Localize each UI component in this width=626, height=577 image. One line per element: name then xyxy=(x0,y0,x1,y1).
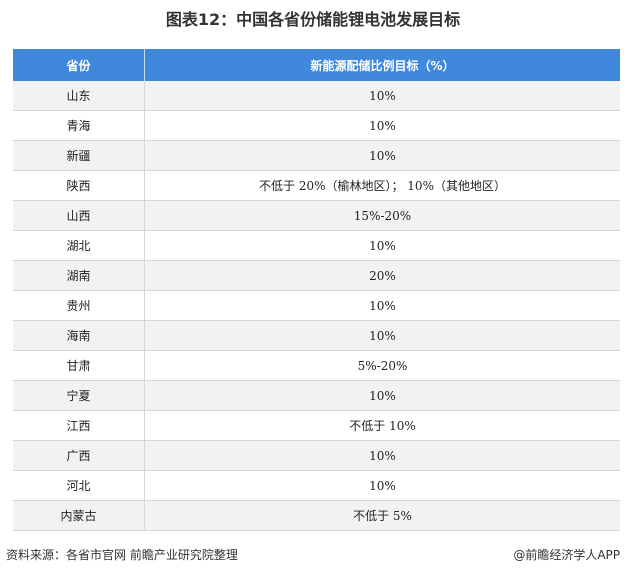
table-row: 内蒙古 不低于 5% xyxy=(13,500,620,531)
province-cell: 海南 xyxy=(13,320,145,351)
province-cell: 山东 xyxy=(13,81,145,111)
province-cell: 陕西 xyxy=(13,170,145,201)
target-cell: 10% xyxy=(144,81,620,111)
header-province: 省份 xyxy=(13,49,145,81)
target-cell: 不低于 20%（榆林地区）； 10%（其他地区） xyxy=(144,170,620,201)
province-cell: 贵州 xyxy=(13,290,145,321)
target-cell: 10% xyxy=(144,290,620,321)
table-row: 广西 10% xyxy=(13,440,620,471)
target-cell: 10% xyxy=(144,110,620,141)
target-cell: 10% xyxy=(144,380,620,411)
table-row: 青海 10% xyxy=(13,110,620,141)
source-note: 资料来源：各省市官网 前瞻产业研究院整理 xyxy=(6,548,238,562)
table-row: 海南 10% xyxy=(13,320,620,351)
table-row: 山东 10% xyxy=(13,81,620,111)
province-cell: 新疆 xyxy=(13,140,145,171)
target-cell: 10% xyxy=(144,470,620,501)
province-cell: 江西 xyxy=(13,410,145,441)
target-cell: 5%-20% xyxy=(144,350,620,381)
table-row: 宁夏 10% xyxy=(13,380,620,411)
brand-credit: @前瞻经济学人APP xyxy=(513,548,620,562)
province-cell: 内蒙古 xyxy=(13,500,145,531)
table-row: 山西 15%-20% xyxy=(13,200,620,231)
chart-title: 图表12：中国各省份储能锂电池发展目标 xyxy=(165,10,461,29)
target-cell: 10% xyxy=(144,230,620,261)
table-row: 陕西 不低于 20%（榆林地区）； 10%（其他地区） xyxy=(13,170,620,201)
header-target: 新能源配储比例目标（%） xyxy=(144,49,620,81)
province-cell: 广西 xyxy=(13,440,145,471)
province-cell: 湖南 xyxy=(13,260,145,291)
table-row: 湖南 20% xyxy=(13,260,620,291)
province-cell: 青海 xyxy=(13,110,145,141)
province-cell: 甘肃 xyxy=(13,350,145,381)
target-cell: 20% xyxy=(144,260,620,291)
table-row: 贵州 10% xyxy=(13,290,620,321)
province-cell: 河北 xyxy=(13,470,145,501)
target-cell: 15%-20% xyxy=(144,200,620,231)
province-cell: 湖北 xyxy=(13,230,145,261)
target-cell: 不低于 10% xyxy=(144,410,620,441)
target-cell: 10% xyxy=(144,320,620,351)
province-target-table: 省份 新能源配储比例目标（%） 山东 10% 青海 10% 新疆 10% 陕西 不低于 20%… xyxy=(13,49,620,531)
table-row: 湖北 10% xyxy=(13,230,620,261)
table-row: 甘肃 5%-20% xyxy=(13,350,620,381)
target-cell: 10% xyxy=(144,440,620,471)
target-cell: 10% xyxy=(144,140,620,171)
province-cell: 山西 xyxy=(13,200,145,231)
table-row: 江西 不低于 10% xyxy=(13,410,620,441)
target-cell: 不低于 5% xyxy=(144,500,620,531)
table-row: 新疆 10% xyxy=(13,140,620,171)
province-cell: 宁夏 xyxy=(13,380,145,411)
table-row: 河北 10% xyxy=(13,470,620,501)
